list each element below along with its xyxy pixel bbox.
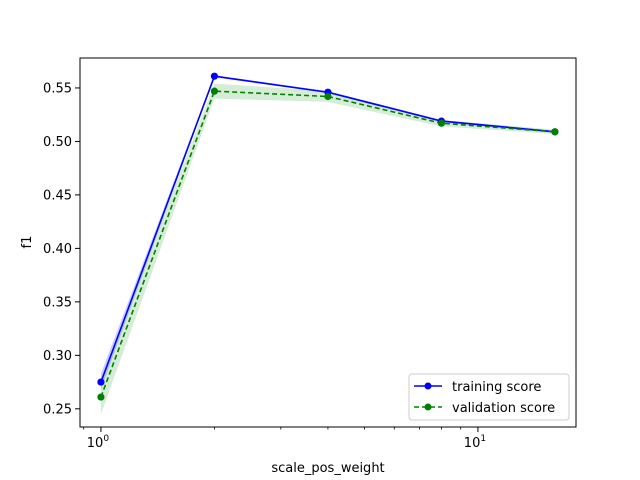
y-axis-ticks: 0.25 0.30 0.35 0.40 0.45 0.50 0.55 — [43, 81, 80, 417]
legend-box — [408, 373, 570, 421]
y-tick-label: 0.25 — [43, 402, 72, 417]
y-tick-label: 0.30 — [43, 349, 72, 364]
y-tick-label: 0.55 — [43, 81, 72, 96]
validation-score-point — [324, 92, 332, 101]
legend-training-marker — [424, 382, 432, 390]
series-markers — [97, 72, 559, 401]
x-axis-label: scale_pos_weight — [271, 461, 384, 476]
validation-score-point — [97, 393, 105, 401]
y-tick-label: 0.40 — [43, 242, 72, 257]
validation-score-line — [100, 90, 555, 398]
legend-validation-label: validation score — [452, 401, 555, 416]
y-axis-label: f1 — [20, 236, 35, 249]
legend: training score validation score — [408, 373, 570, 421]
training-score-point — [210, 72, 219, 80]
y-tick-label: 0.50 — [43, 135, 72, 150]
legend-validation-marker — [424, 403, 432, 411]
y-tick-label: 0.45 — [43, 188, 72, 203]
legend-training-label: training score — [452, 380, 541, 395]
training-score-point — [97, 378, 105, 386]
validation-score-point — [210, 87, 219, 95]
validation-score-point — [437, 119, 446, 127]
y-tick-label: 0.35 — [43, 295, 72, 310]
validation-score-point — [551, 128, 559, 136]
